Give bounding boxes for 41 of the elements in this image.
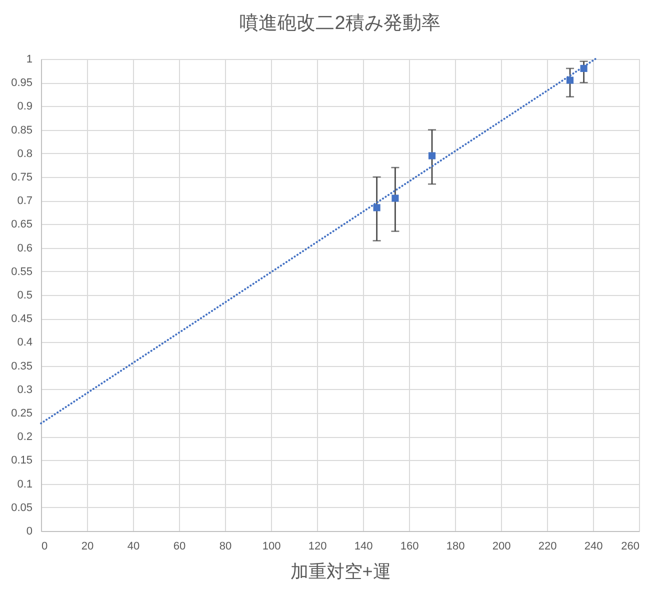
y-tick-label: 0.25 (11, 408, 32, 420)
x-tick-label: 60 (173, 540, 186, 552)
x-axis-title: 加重対空+運 (290, 562, 391, 582)
y-tick-label: 0.15 (11, 454, 32, 467)
y-tick-label: 0.2 (17, 431, 32, 444)
y-tick-label: 0.95 (11, 77, 32, 90)
x-tick-label: 0 (42, 540, 48, 552)
y-tick-label: 0.55 (11, 266, 32, 278)
y-tick-label: 0.4 (17, 336, 32, 349)
y-tick-label: 0.75 (11, 172, 32, 184)
x-tick-label: 140 (354, 540, 373, 552)
x-tick-label: 260 (621, 540, 640, 552)
y-tick-label: 0.5 (17, 290, 32, 302)
y-tick-label: 1 (26, 54, 32, 66)
y-tick-label: 0.1 (17, 478, 32, 490)
y-tick-label: 0.05 (11, 502, 32, 514)
x-tick-label: 180 (446, 540, 465, 552)
y-tick-label: 0 (26, 526, 32, 538)
x-tick-label: 220 (538, 540, 557, 552)
y-tick-label: 0.45 (11, 313, 32, 326)
point (392, 194, 399, 202)
x-tick-label: 40 (127, 540, 140, 552)
x-tick-label: 240 (584, 540, 603, 552)
x-tick-label: 120 (308, 540, 327, 552)
x-tick-label: 200 (492, 540, 511, 552)
y-tick-label: 0.7 (17, 195, 32, 208)
y-tick-label: 0.6 (17, 242, 32, 254)
y-tick-label: 0.65 (11, 218, 32, 231)
y-tick-label: 0.3 (17, 384, 32, 396)
y-tick-label: 0.85 (11, 124, 32, 136)
chart-title: 噴進砲改二2積み発動率 (240, 12, 440, 34)
x-tick-label: 100 (262, 540, 281, 552)
x-tick-label: 80 (219, 540, 232, 552)
point (373, 204, 380, 212)
x-tick-label: 160 (400, 540, 419, 552)
y-tick-label: 0.35 (11, 360, 32, 372)
y-tick-label: 0.8 (17, 148, 32, 160)
point (566, 76, 574, 84)
y-tick-label: 0.9 (17, 100, 32, 113)
point (428, 152, 436, 160)
x-tick-label: 20 (81, 540, 94, 552)
